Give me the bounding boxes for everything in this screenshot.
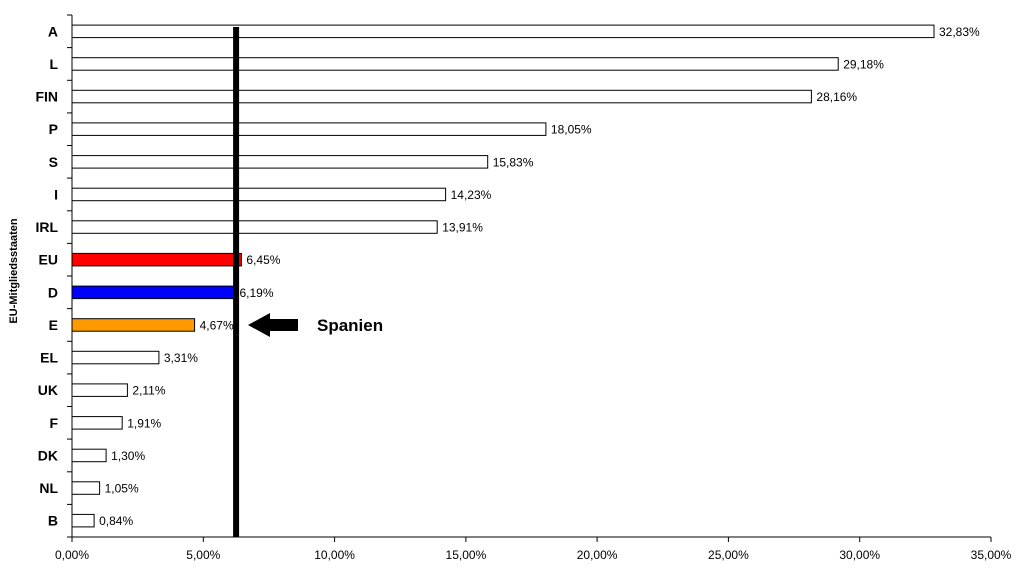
bar-p [71,122,547,136]
x-tick-label: 5,00% [186,548,220,562]
category-labels: A L FIN P SI IRL EU D E EL UK F DK NL B [35,23,58,528]
bar-eu [71,252,242,267]
value-label-f: 1,91% [127,416,161,430]
value-label-e: 4,67% [200,318,234,332]
x-tick-label: 0,00% [55,548,89,562]
x-tick-label: 25,00% [708,548,749,562]
annotation-group: Spanien [248,313,383,337]
value-label-a: 32,83% [939,25,980,39]
axes: 0,00% 5,00% 10,00% 15,00% 20,00% 25,00% 30,00%… [55,14,1012,562]
value-label-l: 29,18% [843,57,884,71]
category-label-i: I [54,186,58,202]
category-label-f: F [49,415,58,431]
value-label-eu: 6,45% [246,253,280,267]
x-tick-label: 35,00% [971,548,1012,562]
bar-el [71,350,160,365]
value-label-el: 3,31% [164,351,198,365]
category-label-b: B [48,513,58,529]
value-label-s: 15,83% [493,155,534,169]
bar-d [71,285,235,300]
value-label-i: 14,23% [451,188,492,202]
x-tick-label: 20,00% [577,548,618,562]
category-label-l: L [49,56,58,72]
category-label-s: S [49,154,58,170]
bar-b [71,513,95,528]
bar-f [71,416,123,430]
value-label-irl: 13,91% [442,221,483,235]
category-label-a: A [48,23,58,39]
category-label-e: E [49,317,58,333]
value-labels: 32,83% 29,18% 28,16% 18,05% 15,83% 14,23% 13,9… [99,25,980,528]
bar-irl [71,220,438,234]
category-label-p: P [49,121,58,137]
value-label-b: 0,84% [99,514,133,528]
annotation-label: Spanien [317,316,383,335]
value-label-nl: 1,05% [105,482,139,496]
x-tick-label: 10,00% [314,548,355,562]
category-label-d: D [48,284,58,300]
bar-s [71,155,489,169]
bar-uk [71,383,128,397]
bar-dk [71,448,107,463]
x-tick-label: 15,00% [446,548,487,562]
category-label-nl: NL [39,480,58,496]
y-axis-label: EU-Mitgliedsstaaten [8,218,20,323]
left-arrow-icon [248,313,298,337]
category-label-uk: UK [38,382,58,398]
bars-group [71,24,935,528]
category-label-fin: FIN [35,89,58,105]
value-label-uk: 2,11% [132,384,165,398]
bar-l [71,57,839,71]
bar-e [71,318,196,332]
category-label-irl: IRL [35,219,58,235]
value-label-fin: 28,16% [816,90,857,104]
bar-i [71,187,447,202]
bar-fin [71,89,812,104]
value-label-p: 18,05% [551,123,592,137]
x-tick-label: 30,00% [839,548,880,562]
bar-nl [71,481,101,495]
category-label-eu: EU [39,252,58,268]
value-label-d: 6,19% [240,286,274,300]
category-label-dk: DK [38,447,58,463]
category-label-el: EL [40,350,58,366]
bar-a [71,24,935,39]
value-label-dk: 1,30% [111,449,145,463]
